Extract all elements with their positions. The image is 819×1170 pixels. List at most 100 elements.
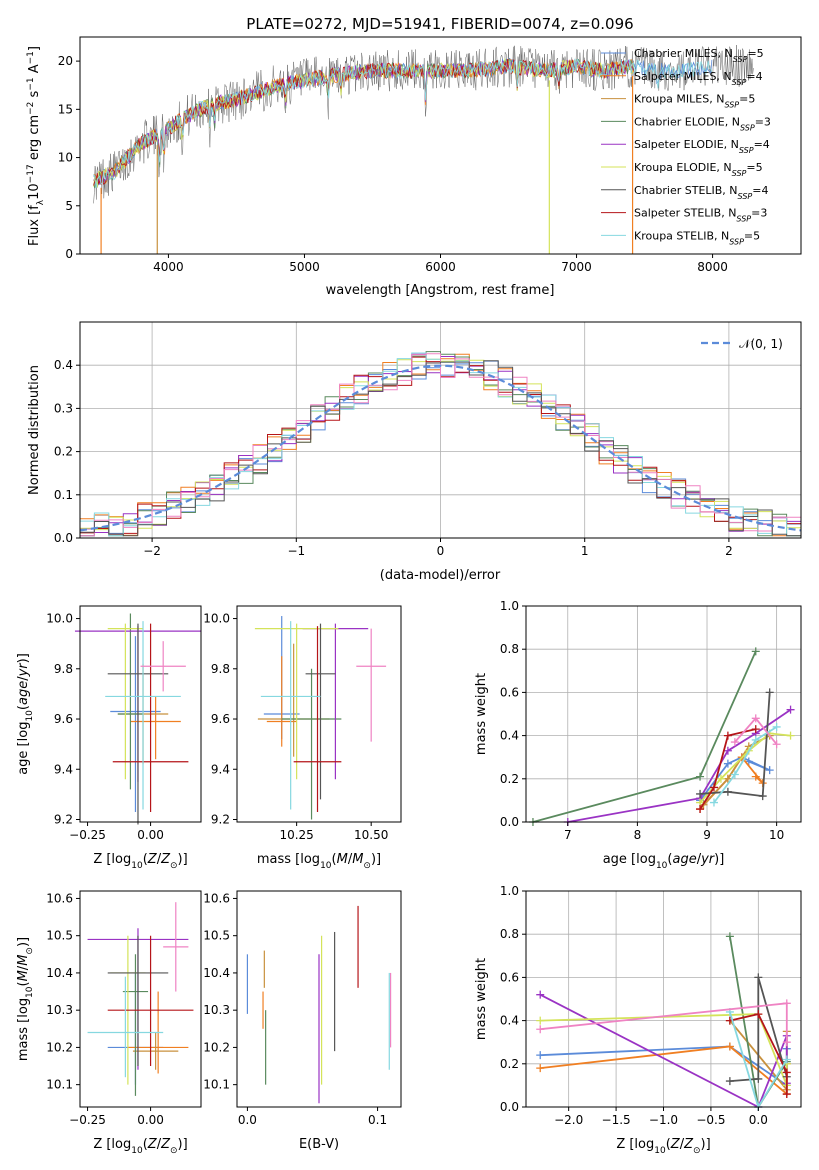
y-tick-label: 10.2 [46, 1040, 73, 1054]
weight-marker [536, 1064, 545, 1073]
y-tick-label: 10.5 [203, 929, 230, 943]
y-tick-label: 9.2 [211, 812, 230, 826]
plot-area-mass_weight_vs_Z [536, 932, 791, 1111]
axes-frame [236, 890, 402, 1108]
weight-marker [751, 735, 760, 744]
axes-mass_weight_vs_age: 7 8 9 10 0.0 0.2 0.4 0.6 0.8 1.0 age [log10(age/yr… [474, 599, 802, 871]
legend-label: Chabrier STELIB, NSSP=4 [634, 184, 768, 201]
spectrum-legend: Chabrier MILES, NSSP=5 Salpeter MILES, NS… [601, 47, 771, 246]
legend-label: Kroupa STELIB, NSSP=5 [634, 229, 760, 246]
y-tick-label: 9.4 [54, 762, 73, 776]
y-tick-label: 9.8 [54, 662, 73, 676]
x-tick-label: 1 [581, 544, 589, 558]
plot-area-age_vs_mass [254, 616, 387, 820]
axes-mass_vs_EBV: 0.0 0.1 10.1 10.2 10.3 10.4 10.5 10.6 E(B-V) [203, 890, 402, 1152]
x-axis-label: wavelength [Angstrom, rest frame] [326, 283, 555, 298]
weight-series [713, 726, 778, 804]
y-tick-label: 20 [58, 54, 73, 68]
weight-marker [782, 1038, 791, 1047]
plot-area-spectrum [93, 44, 754, 254]
x-tick-label: 0.1 [368, 1113, 387, 1127]
y-tick-label: 0.4 [500, 729, 519, 743]
y-tick-label: 9.6 [54, 712, 73, 726]
x-axis-label: (data-model)/error [380, 568, 501, 583]
y-tick-label: 0.8 [500, 642, 519, 656]
y-axis-label: mass weight [474, 673, 489, 755]
weight-marker [725, 1077, 734, 1086]
y-tick-label: 10.0 [46, 612, 73, 626]
normal-reference-curve [79, 364, 802, 532]
x-tick-label: 0.0 [749, 1113, 768, 1127]
y-tick-label: 9.6 [211, 712, 230, 726]
spectrum-series [93, 58, 713, 188]
axes-spectrum: 4000 5000 6000 7000 8000 0 5 10 15 20 Chabrier MIL… [26, 36, 802, 298]
axes-frame [79, 605, 202, 823]
weight-marker [696, 789, 705, 798]
weight-series [729, 1013, 788, 1094]
y-axis-label: mass [log10(M/M⊙)] [16, 937, 35, 1061]
plot-area-mass_vs_EBV [246, 905, 392, 1104]
x-tick-label: 8 [634, 828, 642, 842]
weight-marker [723, 759, 732, 768]
x-tick-label: 7000 [561, 260, 592, 274]
weight-marker [696, 772, 705, 781]
y-tick-label: 10.0 [203, 612, 230, 626]
y-tick-label: 0.0 [500, 815, 519, 829]
x-tick-label: 5000 [289, 260, 320, 274]
weight-marker [751, 772, 760, 781]
y-tick-label: 10.6 [203, 891, 230, 905]
figure-title: PLATE=0272, MJD=51941, FIBERID=0074, z=0… [246, 15, 633, 33]
x-tick-label: −0.5 [696, 1113, 725, 1127]
weight-marker [723, 787, 732, 796]
weight-marker [751, 647, 760, 656]
y-tick-label: 10.5 [46, 929, 73, 943]
y-tick-label: 10.3 [46, 1003, 73, 1017]
weight-marker [725, 932, 734, 941]
weight-series [699, 728, 756, 810]
weight-marker [536, 1016, 545, 1025]
weight-marker [754, 1074, 763, 1083]
y-tick-label: 0.2 [500, 1057, 519, 1071]
x-tick-label: 4000 [153, 260, 184, 274]
weight-marker [723, 746, 732, 755]
weight-marker [536, 990, 545, 999]
y-tick-label: 0.0 [54, 531, 73, 545]
weight-series [532, 651, 757, 823]
plot-area-residuals [79, 351, 802, 537]
spectrum-series [93, 58, 634, 186]
x-tick-label: −0.25 [69, 828, 106, 842]
weight-marker [723, 731, 732, 740]
weight-marker [786, 705, 795, 714]
axes-frame [79, 890, 202, 1108]
weight-marker [536, 1025, 545, 1034]
axes-mass_weight_vs_Z: −2.0 −1.5 −1.0 −0.5 0.0 0.0 0.2 0.4 0.6 0.8 1.0 Z [… [474, 884, 802, 1156]
legend-label: Kroupa MILES, NSSP=5 [634, 93, 755, 110]
spectrum-series [93, 44, 754, 204]
y-tick-label: 0.0 [500, 1100, 519, 1114]
y-tick-label: 0.2 [54, 445, 73, 459]
y-tick-label: 0 [65, 247, 73, 261]
weight-series [700, 692, 771, 798]
y-axis-label: Flux [fλ10−17 erg cm−2 s−1 A−1] [26, 46, 46, 246]
axes-frame [525, 605, 802, 823]
x-axis-label: Z [log10(Z/Z⊙)] [93, 852, 187, 871]
x-tick-label: 0.0 [238, 1113, 257, 1127]
x-tick-label: 10.50 [354, 828, 388, 842]
x-tick-label: −0.25 [69, 1113, 106, 1127]
weight-marker [782, 1090, 791, 1099]
weight-marker [536, 1051, 545, 1060]
axes-residuals: −2 −1 0 1 2 0.0 0.1 0.2 0.3 0.4 𝒩(0, 1) (data-model… [27, 321, 802, 583]
x-tick-label: −1 [287, 544, 305, 558]
y-tick-label: 0.1 [54, 488, 73, 502]
legend-label: Salpeter ELODIE, NSSP=4 [634, 138, 770, 155]
y-tick-label: 1.0 [500, 884, 519, 898]
weight-marker [751, 725, 760, 734]
x-tick-label: −1.5 [602, 1113, 631, 1127]
y-tick-label: 10 [58, 151, 73, 165]
y-tick-label: 15 [58, 102, 73, 116]
x-axis-label: mass [log10(M/M⊙)] [257, 852, 381, 871]
y-tick-label: 10.2 [203, 1040, 230, 1054]
weight-marker [716, 774, 725, 783]
weight-series [729, 977, 788, 1082]
